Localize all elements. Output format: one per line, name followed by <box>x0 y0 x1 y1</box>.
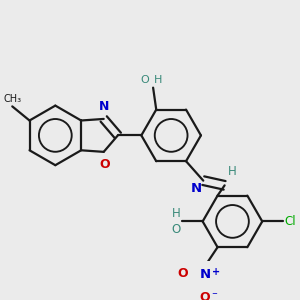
Text: H: H <box>228 166 236 178</box>
Text: N: N <box>200 268 211 281</box>
Text: O: O <box>200 291 210 300</box>
Text: O: O <box>99 158 110 170</box>
Text: O: O <box>172 223 181 236</box>
Text: N: N <box>190 182 202 195</box>
Text: H: H <box>172 206 181 220</box>
Text: CH₃: CH₃ <box>3 94 21 104</box>
Text: Cl: Cl <box>284 215 296 228</box>
Text: ⁻: ⁻ <box>211 291 217 300</box>
Text: +: + <box>212 267 220 277</box>
Text: H: H <box>154 75 162 85</box>
Text: O: O <box>141 75 149 85</box>
Text: N: N <box>99 100 110 113</box>
Text: O: O <box>177 267 188 280</box>
